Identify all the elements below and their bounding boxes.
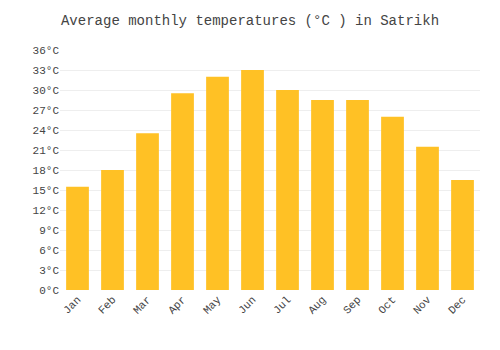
svg-text:Aug: Aug <box>306 294 328 316</box>
svg-text:Feb: Feb <box>96 294 118 316</box>
svg-text:6°C: 6°C <box>39 245 59 257</box>
svg-text:21°C: 21°C <box>33 145 60 157</box>
svg-text:24°C: 24°C <box>33 125 60 137</box>
svg-text:Jan: Jan <box>61 294 83 316</box>
svg-text:15°C: 15°C <box>33 185 60 197</box>
svg-text:Mar: Mar <box>131 294 153 316</box>
svg-text:Dec: Dec <box>446 294 468 316</box>
svg-text:12°C: 12°C <box>33 205 60 217</box>
svg-text:Average monthly temperatures (: Average monthly temperatures (°C ) in Sa… <box>61 13 439 29</box>
svg-text:Jun: Jun <box>236 294 258 316</box>
svg-text:33°C: 33°C <box>33 65 60 77</box>
svg-text:Oct: Oct <box>376 294 398 316</box>
svg-text:Apr: Apr <box>166 294 188 316</box>
svg-text:Nov: Nov <box>411 294 434 317</box>
svg-text:36°C: 36°C <box>33 45 60 57</box>
svg-text:27°C: 27°C <box>33 105 60 117</box>
svg-text:Jul: Jul <box>271 294 293 316</box>
svg-text:Sep: Sep <box>341 294 363 316</box>
svg-text:0°C: 0°C <box>39 285 59 297</box>
svg-text:9°C: 9°C <box>39 225 59 237</box>
svg-text:3°C: 3°C <box>39 265 59 277</box>
svg-text:May: May <box>201 294 224 317</box>
svg-text:30°C: 30°C <box>33 85 60 97</box>
svg-text:18°C: 18°C <box>33 165 60 177</box>
